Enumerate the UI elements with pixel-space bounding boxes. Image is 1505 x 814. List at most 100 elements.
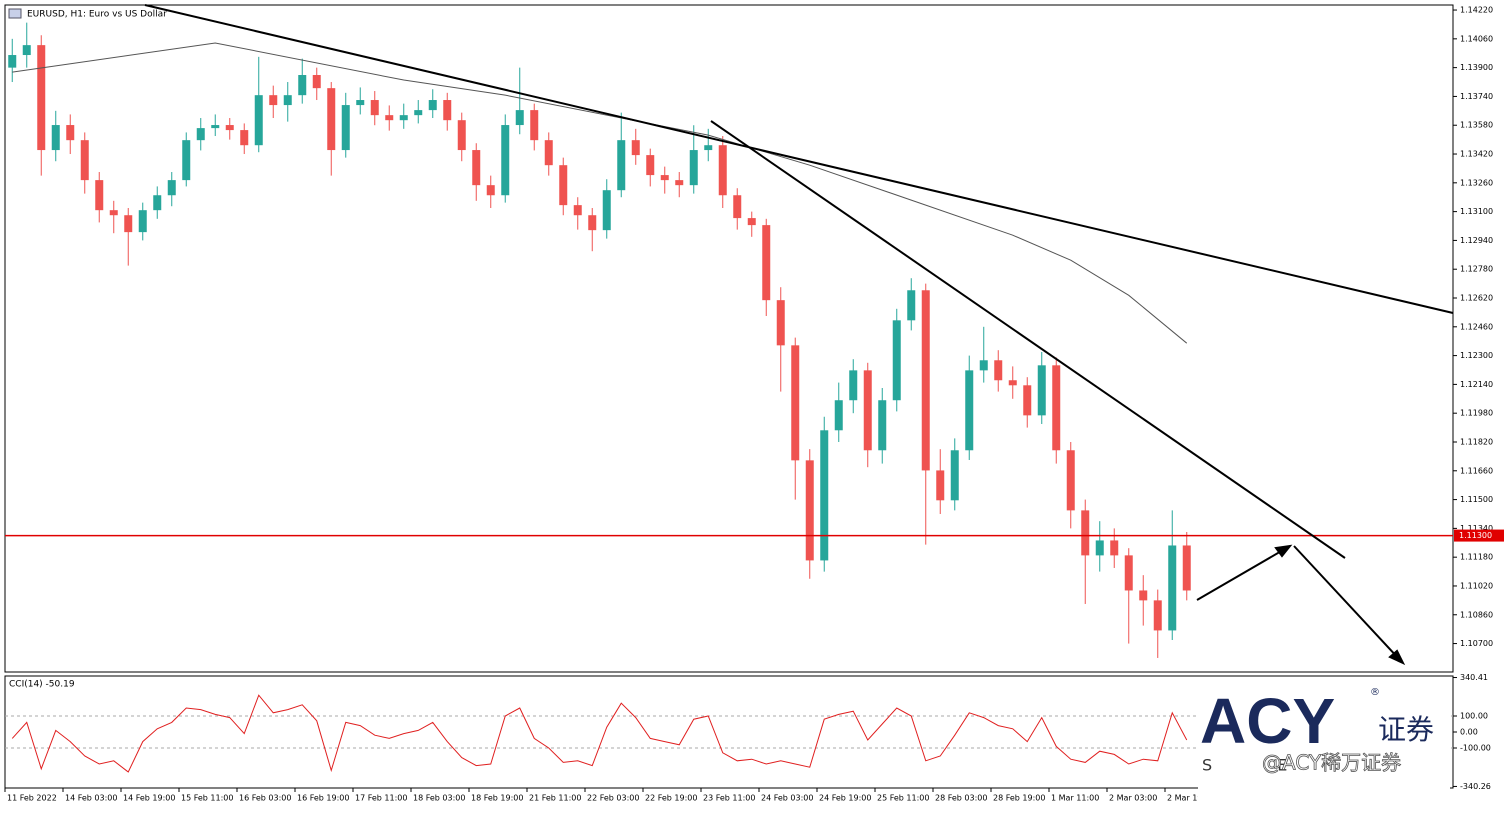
candle-body <box>544 140 553 166</box>
candle-body <box>37 45 46 151</box>
candle-body <box>936 470 945 501</box>
x-tick-label: 17 Feb 11:00 <box>355 794 407 803</box>
candle-body <box>95 180 104 211</box>
candle-body <box>51 125 60 151</box>
x-tick-label: 15 Feb 11:00 <box>181 794 233 803</box>
candle-body <box>1182 545 1191 591</box>
candle-body <box>211 125 220 129</box>
y-tick-label: 1.13100 <box>1460 207 1493 216</box>
indicator-tick-label: 340.41 <box>1460 673 1488 682</box>
candle-body <box>762 225 771 301</box>
candle-body <box>428 100 437 111</box>
candle-body <box>1095 540 1104 556</box>
y-tick-label: 1.12620 <box>1460 294 1493 303</box>
candle-body <box>472 150 481 186</box>
candle-body <box>153 195 162 211</box>
x-tick-label: 18 Feb 19:00 <box>471 794 523 803</box>
candle-body <box>225 125 234 131</box>
candle-body <box>22 45 31 56</box>
arrowhead <box>1388 649 1406 666</box>
candle-body <box>718 145 727 196</box>
trendline <box>710 120 1346 559</box>
candle-body <box>646 155 655 176</box>
x-tick-label: 28 Feb 19:00 <box>993 794 1045 803</box>
candle-body <box>138 210 147 233</box>
candle-body <box>530 110 539 141</box>
logo: ACY 证券 ® S E @ACY稀万证券 <box>1198 680 1450 808</box>
candle-body <box>414 110 423 116</box>
x-tick-label: 28 Feb 03:00 <box>935 794 987 803</box>
indicator-title: CCI(14) -50.19 <box>9 680 75 690</box>
x-tick-label: 18 Feb 03:00 <box>413 794 465 803</box>
candle-body <box>1110 540 1119 556</box>
candle-body <box>849 370 858 401</box>
x-tick-label: 1 Mar 11:00 <box>1051 794 1099 803</box>
candle-body <box>675 180 684 186</box>
candle-body <box>399 115 408 121</box>
candle-body <box>327 88 336 151</box>
candle-body <box>1008 380 1017 386</box>
candle-body <box>1139 590 1148 601</box>
level-label: 1.11300 <box>1459 531 1492 540</box>
y-tick-label: 1.11500 <box>1460 495 1493 504</box>
candle-body <box>1066 450 1075 511</box>
y-tick-label: 1.12780 <box>1460 265 1493 274</box>
candle-body <box>341 105 350 151</box>
y-tick-label: 1.12460 <box>1460 322 1493 331</box>
moving-average <box>12 42 1188 344</box>
candle-body <box>1153 600 1162 631</box>
candle-body <box>559 165 568 206</box>
logo-tagline: S E <box>1202 756 1317 775</box>
candle-body <box>501 125 510 196</box>
candle-body <box>254 95 263 146</box>
candle-body <box>979 360 988 371</box>
x-tick-label: 16 Feb 19:00 <box>297 794 349 803</box>
candle-body <box>515 110 524 126</box>
candle-body <box>269 95 278 106</box>
x-tick-label: 2 Mar 19:00 <box>1167 794 1215 803</box>
candle-body <box>124 215 133 233</box>
candle-body <box>965 370 974 451</box>
candle-body <box>617 140 626 191</box>
candle-body <box>370 100 379 116</box>
candle-body <box>80 140 89 181</box>
candle-body <box>747 218 756 226</box>
candle-body <box>892 320 901 401</box>
candle-body <box>994 360 1003 381</box>
logo-cn: 证券 <box>1378 713 1434 746</box>
y-tick-label: 1.11820 <box>1460 437 1493 446</box>
x-tick-label: 24 Feb 19:00 <box>819 794 871 803</box>
y-tick-label: 1.13740 <box>1460 92 1493 101</box>
candle-body <box>1023 385 1032 416</box>
candle-body <box>704 145 713 151</box>
candle-body <box>66 125 75 141</box>
candle-body <box>1124 555 1133 591</box>
candle-body <box>660 175 669 181</box>
arrowhead <box>1274 544 1293 558</box>
price-panel <box>4 4 1454 673</box>
y-tick-label: 1.11660 <box>1460 466 1493 475</box>
candle-body <box>602 190 611 231</box>
candle-body <box>443 100 452 121</box>
candle-body <box>733 195 742 219</box>
candle-body <box>457 120 466 151</box>
y-tick-label: 1.14220 <box>1460 6 1493 15</box>
x-tick-label: 22 Feb 19:00 <box>645 794 697 803</box>
x-tick-label: 14 Feb 03:00 <box>65 794 117 803</box>
indicator-tick-label: 100.00 <box>1460 712 1488 721</box>
y-tick-label: 1.13420 <box>1460 150 1493 159</box>
logo-background <box>1198 680 1450 808</box>
x-tick-label: 25 Feb 11:00 <box>877 794 929 803</box>
x-tick-label: 23 Feb 11:00 <box>703 794 755 803</box>
candle-body <box>196 128 205 141</box>
y-tick-label: 1.11180 <box>1460 553 1493 562</box>
symbol-icon <box>8 8 22 19</box>
candle-body <box>588 215 597 231</box>
candle-body <box>820 430 829 561</box>
candle-body <box>167 180 176 196</box>
candle-body <box>834 400 843 431</box>
y-tick-label: 1.10700 <box>1460 639 1493 648</box>
trendlines <box>144 4 1454 666</box>
level-label-box <box>1454 529 1504 542</box>
candle-body <box>109 210 118 216</box>
